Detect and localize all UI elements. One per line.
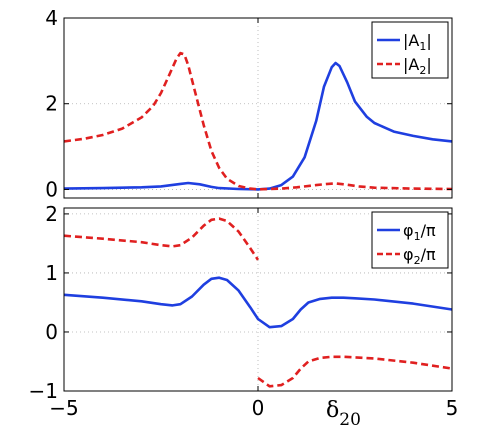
panel-1: 0 2 4 |A1||A2| — [45, 6, 453, 201]
y-tick-label: 0 — [45, 177, 58, 201]
legend-box — [371, 211, 449, 269]
series-line-2 — [63, 51, 453, 191]
y-tick-label: 2 — [45, 202, 58, 226]
legend: |A1||A2| — [371, 21, 449, 79]
x-tick-label: 5 — [446, 396, 459, 420]
y-tick-label: −1 — [29, 379, 58, 403]
legend-label-2: |A2| — [403, 55, 432, 77]
legend-label-2: φ2/π — [403, 245, 436, 267]
x-tick-label: −5 — [49, 396, 78, 420]
y-tick-label: 1 — [45, 261, 58, 285]
series-line-2-part-1 — [63, 217, 260, 261]
legend: φ1/πφ2/π — [371, 211, 449, 269]
legend-label-1: φ1/π — [403, 221, 436, 243]
legend-label-1: |A1| — [403, 31, 432, 53]
legend-box — [371, 21, 449, 79]
series-line-2-part-2 — [257, 355, 453, 388]
y-tick-label: 0 — [45, 320, 58, 344]
x-tick-label: 0 — [252, 396, 265, 420]
series-line-1 — [63, 61, 453, 191]
x-axis-label: δ20 — [326, 398, 361, 430]
panel-2: −1 0 1 2 −5 0 5 δ20 φ1/πφ2/π — [29, 202, 459, 430]
series-line-1 — [63, 276, 453, 329]
y-tick-label: 4 — [45, 6, 58, 30]
y-tick-label: 2 — [45, 92, 58, 116]
